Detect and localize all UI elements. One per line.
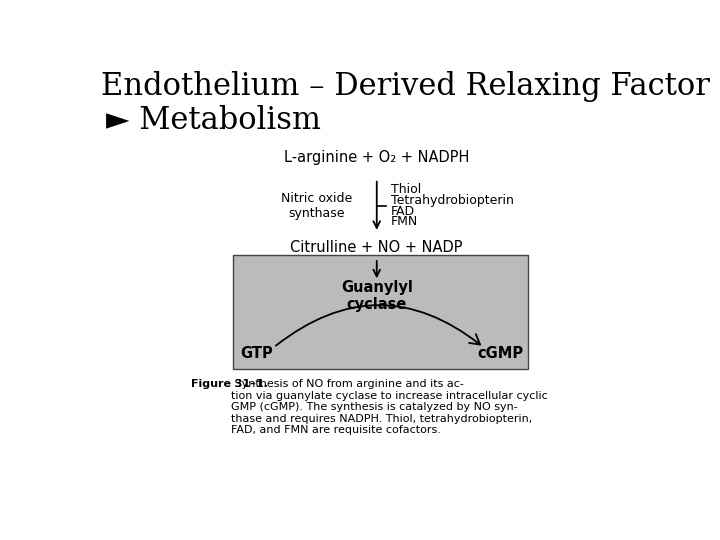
- Text: ► Metabolism: ► Metabolism: [106, 105, 320, 136]
- FancyArrowPatch shape: [276, 305, 480, 346]
- Text: Nitric oxide
synthase: Nitric oxide synthase: [281, 192, 352, 220]
- Text: FMN: FMN: [391, 215, 418, 228]
- Text: Tetrahydrobiopterin: Tetrahydrobiopterin: [391, 194, 513, 207]
- Text: GTP: GTP: [240, 346, 273, 361]
- Text: FAD: FAD: [391, 205, 415, 218]
- Text: L-arginine + O₂ + NADPH: L-arginine + O₂ + NADPH: [284, 150, 469, 165]
- Text: Figure 31–1.: Figure 31–1.: [191, 379, 268, 389]
- Text: Thiol: Thiol: [391, 183, 421, 196]
- Text: Citrulline + NO + NADP: Citrulline + NO + NADP: [290, 240, 463, 255]
- Text: Synthesis of NO from arginine and its ac-
tion via guanylate cyclase to increase: Synthesis of NO from arginine and its ac…: [231, 379, 548, 435]
- Text: Endothelium – Derived Relaxing Factor: Endothelium – Derived Relaxing Factor: [101, 71, 710, 102]
- Bar: [233, 255, 528, 369]
- Text: Guanylyl
cyclase: Guanylyl cyclase: [341, 280, 413, 312]
- Text: cGMP: cGMP: [477, 346, 524, 361]
